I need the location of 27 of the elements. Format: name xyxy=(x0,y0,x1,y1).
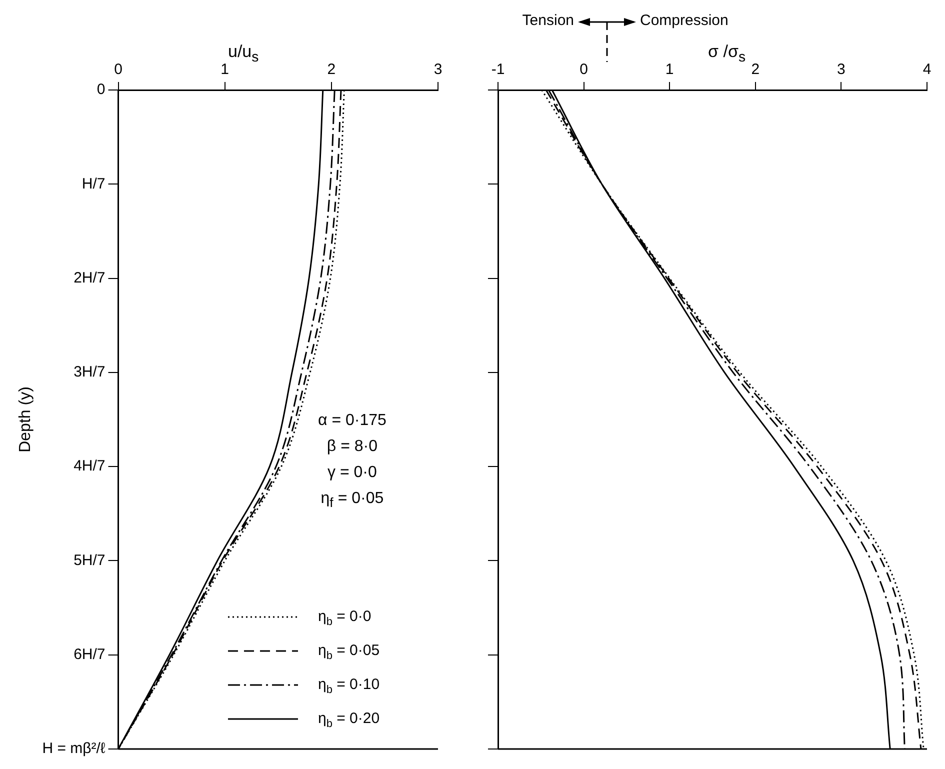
y-tick-label: 6H/7 xyxy=(74,646,106,663)
x-tick-label: 0 xyxy=(114,61,122,78)
x-axis-title: u/u$_{s}$ xyxy=(228,42,259,66)
x-tick-label: 4 xyxy=(922,61,932,78)
x-axis-title: σ /σ$_{s}$ xyxy=(708,42,746,66)
x-tick-label: 1 xyxy=(220,61,230,78)
annotation: η$_{f}$ = 0·05 xyxy=(320,489,385,512)
y-tick-label: 0 xyxy=(96,81,106,98)
x-tick-label: 2 xyxy=(327,61,336,78)
x-tick-label: 3 xyxy=(434,61,442,78)
annotation: β = 8·0 xyxy=(326,437,378,457)
y-tick-label: H = mβ²/ℓ xyxy=(42,740,106,758)
y-tick-label: 4H/7 xyxy=(74,458,106,475)
y-axis-title: Depth (y) xyxy=(17,386,34,452)
x-tick-label: 3 xyxy=(837,61,846,78)
annotation: α = 0·175 xyxy=(318,411,386,431)
y-tick-label: 5H/7 xyxy=(74,552,106,569)
x-tick-label: 1 xyxy=(665,61,674,78)
x-tick-label: -1 xyxy=(491,61,505,78)
text: Compression xyxy=(640,12,728,29)
y-tick-label: 3H/7 xyxy=(74,364,106,381)
x-tick-label: 2 xyxy=(751,61,760,78)
x-tick-label: 0 xyxy=(580,61,588,78)
y-tick-label: 2H/7 xyxy=(74,269,106,286)
text: Tension xyxy=(521,12,574,29)
y-tick-label: H/7 xyxy=(82,175,106,192)
annotation: γ = 0·0 xyxy=(326,463,378,483)
